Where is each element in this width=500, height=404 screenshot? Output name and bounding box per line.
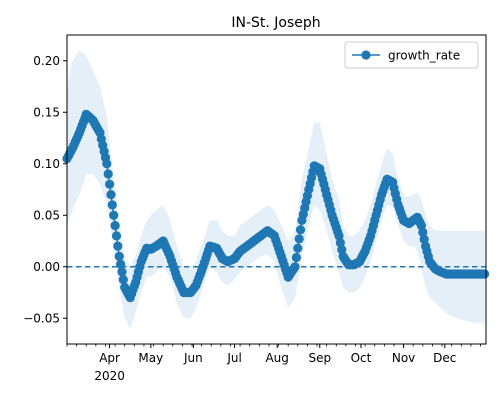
y-tick-label: 0.15	[33, 105, 60, 119]
data-point	[480, 269, 490, 279]
x-tick-label: Jul	[226, 351, 241, 365]
y-tick-label: −0.05	[23, 311, 60, 325]
legend: growth_rate	[344, 41, 479, 69]
x-tick-label: Nov	[392, 351, 415, 365]
data-point	[106, 190, 116, 200]
plot-frame	[66, 34, 487, 345]
chart-title: IN-St. Joseph	[231, 15, 320, 31]
x-tick-label: Dec	[433, 351, 456, 365]
legend-marker-swatch	[361, 50, 371, 60]
y-tick-label: 0.05	[33, 208, 60, 222]
data-point	[291, 252, 301, 263]
data-point	[103, 169, 113, 179]
data-point	[111, 231, 122, 241]
y-tick-label: 0.20	[33, 54, 60, 68]
x-tick-label: Oct	[351, 351, 372, 365]
data-point	[295, 225, 306, 235]
axes: −0.05 0.00 0.05 0.10 0.15 0.20 Apr May Jun Jul Aug…	[23, 34, 487, 383]
data-point	[118, 275, 128, 285]
data-point	[110, 221, 120, 231]
x-tick-label: Apr	[99, 351, 120, 365]
data-point	[335, 238, 345, 248]
data-point	[113, 241, 123, 251]
y-tick-label: 0.10	[33, 157, 60, 171]
series-growth-rate	[62, 109, 490, 303]
data-point	[293, 243, 303, 253]
legend-frame	[344, 41, 479, 69]
legend-label: growth_rate	[388, 49, 460, 63]
data-point	[114, 251, 124, 261]
x-tick-label: Aug	[265, 351, 288, 365]
data-point	[107, 200, 117, 210]
data-point	[294, 234, 304, 244]
x-tick-label: May	[138, 351, 163, 365]
x-tick-label: Jun	[183, 351, 203, 365]
data-point	[290, 262, 300, 272]
x-year-label: 2020	[94, 369, 125, 383]
data-point	[102, 159, 112, 169]
data-point	[116, 259, 126, 269]
data-point	[418, 227, 428, 237]
data-point	[117, 267, 127, 277]
data-point	[337, 245, 347, 255]
x-tick-label: Sep	[308, 351, 331, 365]
y-tick-label: 0.00	[33, 260, 60, 274]
data-point	[109, 210, 119, 220]
data-point	[105, 179, 115, 189]
